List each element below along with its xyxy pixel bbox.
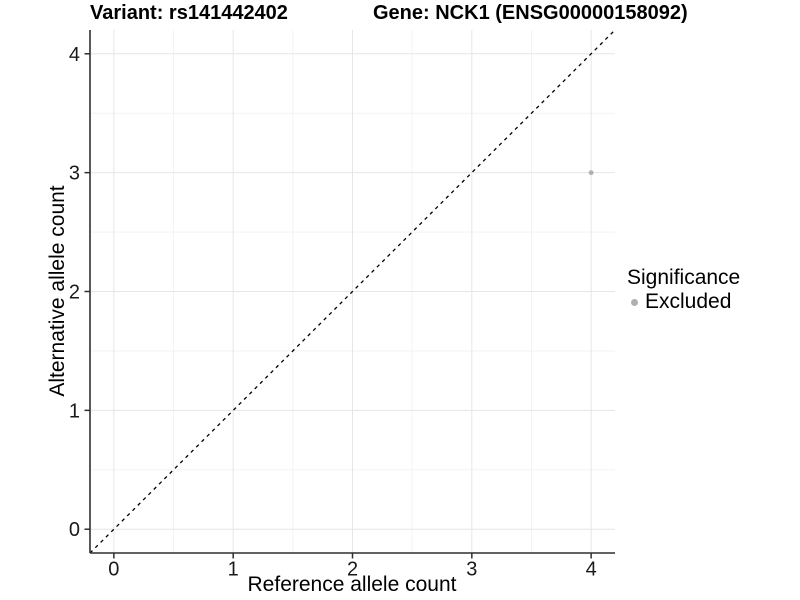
y-tick-label: 3 (69, 163, 80, 185)
y-tick-label: 4 (69, 44, 80, 66)
identity-dashed-line (89, 29, 616, 554)
legend-item-excluded: Excluded (627, 291, 740, 313)
gene-title: Gene: NCK1 (ENSG00000158092) (373, 2, 688, 24)
data-point (588, 170, 594, 176)
y-tick-label: 0 (69, 519, 80, 541)
y-tick-label: 1 (69, 400, 80, 422)
legend-title: Significance (627, 266, 741, 289)
excluded-point-icon (631, 298, 638, 306)
y-tick-label: 2 (69, 282, 80, 304)
legend: Significance Excluded (627, 267, 740, 313)
x-tick-label: 1 (228, 559, 239, 581)
x-tick-label: 3 (466, 559, 477, 581)
x-tick-label: 4 (586, 559, 597, 581)
y-axis-title: Alternative allele count (46, 185, 69, 397)
variant-title: Variant: rs141442402 (90, 2, 288, 24)
x-axis-title: Reference allele count (247, 573, 457, 596)
x-tick-label: 2 (347, 559, 358, 581)
legend-item-label: Excluded (645, 290, 732, 313)
x-tick-label: 0 (108, 559, 119, 581)
